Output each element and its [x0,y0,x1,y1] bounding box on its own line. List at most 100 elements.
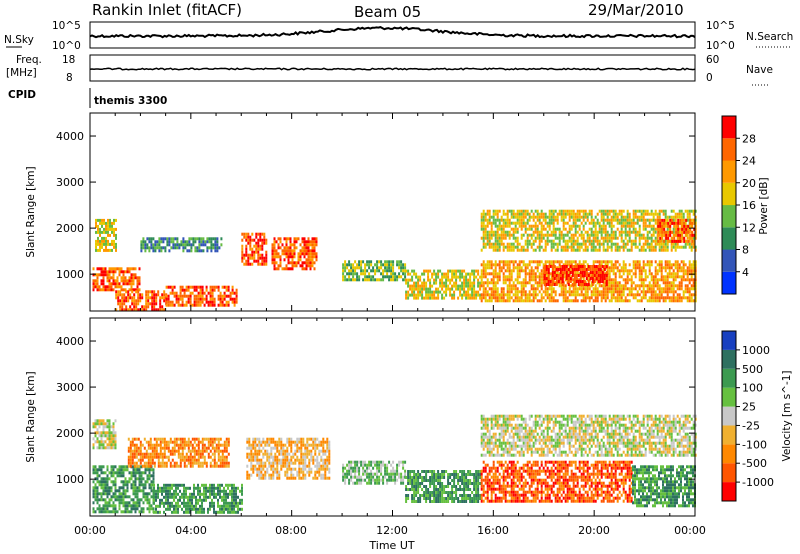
heat-cell [572,212,575,216]
heat-cell [114,267,117,271]
heat-cell [658,242,661,246]
heat-cell [498,248,501,252]
heat-cell [646,212,649,216]
heat-cell [622,242,625,246]
heat-cell [98,468,101,472]
heat-cell [261,253,264,257]
heat-cell [600,224,603,228]
heat-cell [110,288,113,292]
heat-cell [650,299,653,303]
heat-cell [496,293,499,297]
heat-cell [530,269,533,273]
heat-cell [694,284,697,288]
heat-cell [425,293,428,297]
heat-cell [634,215,637,219]
heat-cell [229,291,232,295]
heat-cell [189,498,191,502]
heat-cell [680,239,683,243]
heat-cell [550,221,553,225]
heat-cell [293,243,296,247]
heat-cell [449,278,452,282]
heat-cell [183,437,186,441]
heat-cell [604,224,607,228]
heat-cell [528,218,531,222]
heat-cell [532,224,535,228]
heat-cell [157,492,159,496]
heat-cell [121,308,124,312]
heat-cell [691,230,694,234]
heat-cell [574,296,577,300]
heat-cell [206,246,209,250]
heat-cell [562,212,565,216]
heat-cell [660,263,663,267]
heat-cell [303,237,306,241]
heat-cell [612,209,615,213]
heat-cell [522,212,525,216]
heat-cell [620,233,623,237]
heat-cell [120,471,123,475]
heat-cell [122,465,125,469]
heat-cell [201,440,204,444]
heat-cell [500,215,503,219]
heat-cell [130,471,133,475]
heat-cell [407,269,410,273]
heat-cell [566,239,569,243]
heat-cell [666,227,669,231]
heat-cell [200,237,203,241]
heat-cell [636,266,639,270]
heat-cell [299,255,302,259]
heat-cell [666,263,669,267]
heat-cell [122,282,125,286]
heat-cell [211,489,213,493]
heat-cell [193,300,196,304]
heat-cell [140,477,143,481]
heat-cell [170,240,173,244]
heat-cell [674,266,677,270]
heat-cell [137,458,140,462]
heat-cell [172,237,175,241]
heat-cell [445,278,448,282]
heat-cell [622,239,625,243]
heat-cell [594,290,597,294]
heat-cell [215,285,218,289]
heat-cell [421,287,424,291]
heat-cell [271,249,274,253]
heat-cell [221,504,223,508]
heat-cell [660,266,663,270]
heat-cell [579,268,582,271]
heat-cell [159,455,162,459]
heat-cell [221,294,224,298]
heat-cell [419,290,422,294]
heat-cell [243,232,246,236]
heat-cell [614,230,617,234]
heat-cell [548,212,551,216]
heat-cell [510,227,513,231]
heat-cell [295,261,298,265]
heat-cell [548,221,551,225]
heat-cell [136,489,139,493]
heat-cell [189,291,192,295]
heat-cell [512,236,515,240]
heat-cell [490,278,493,282]
heat-cell [638,215,641,219]
heat-cell [159,437,162,441]
heat-cell [526,299,529,303]
heat-cell [680,296,683,300]
heat-cell [301,252,304,256]
heat-cell [390,263,393,267]
heat-cell [590,212,593,216]
heat-cell [360,272,363,276]
heat-cell [213,510,215,514]
heat-cell [195,285,198,289]
heat-cell [510,245,513,249]
heat-cell [175,510,177,514]
heat-cell [161,455,164,459]
heat-cell [566,230,569,234]
heat-cell [153,305,156,309]
heat-cell [245,238,248,242]
heat-cell [183,501,185,505]
heat-cell [473,287,476,291]
heat-cell [678,293,681,297]
heat-cell [589,277,592,280]
heat-cell [195,443,198,447]
